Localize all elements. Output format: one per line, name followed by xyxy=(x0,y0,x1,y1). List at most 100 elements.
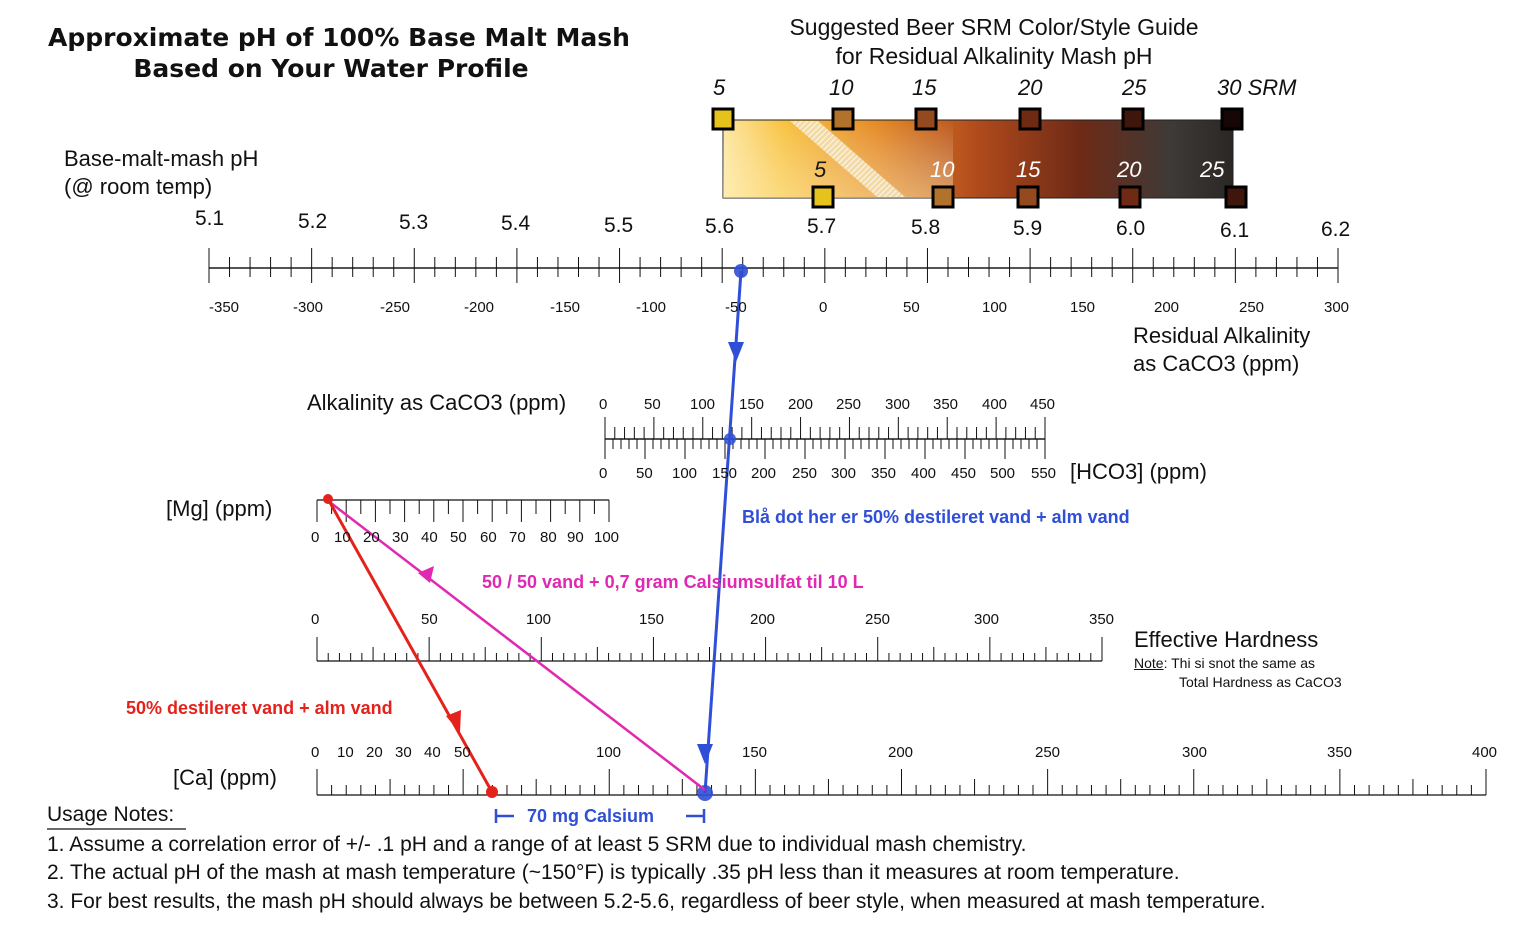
srm-top-label-30: 30 SRM xyxy=(1217,75,1297,100)
ra-label: 200 xyxy=(1154,299,1180,316)
ph-scale-caption: Base-malt-mash pH (@ room temp) xyxy=(64,145,258,201)
mg-scale-ruler xyxy=(316,499,610,522)
srm-swatch xyxy=(1121,107,1145,131)
alkalinity-caption: Alkalinity as CaCO3 (ppm) xyxy=(307,390,567,415)
ph-label: 5.1 xyxy=(195,207,225,230)
ra-caption-line-1: Residual Alkalinity xyxy=(1133,323,1311,348)
hco3-label: 500 xyxy=(990,465,1016,482)
mg-label: 90 xyxy=(567,529,584,546)
ph-label: 5.6 xyxy=(705,215,735,238)
ca-label: 200 xyxy=(888,744,914,761)
mg-label: 80 xyxy=(540,529,557,546)
hco3-label: 150 xyxy=(712,465,738,482)
ra-label: 150 xyxy=(1070,299,1096,316)
hardness-label: 150 xyxy=(639,611,665,628)
hco3-label: 0 xyxy=(599,465,608,482)
hco3-label: 350 xyxy=(871,465,897,482)
blue-dot-ca xyxy=(697,785,713,801)
mg-label: 40 xyxy=(421,529,438,546)
ca-label: 150 xyxy=(742,744,768,761)
srm-swatch xyxy=(931,185,955,209)
hardness-label: 50 xyxy=(421,611,438,628)
blue-annotation: Blå dot her er 50% destileret vand + alm… xyxy=(742,507,1130,527)
mg-label: 70 xyxy=(509,529,526,546)
srm-color-band xyxy=(722,119,1234,199)
alkalinity-label: 450 xyxy=(1030,396,1056,413)
alkalinity-label: 50 xyxy=(644,396,661,413)
ph-label: 5.2 xyxy=(298,210,328,233)
hardness-label: 0 xyxy=(311,611,320,628)
usage-notes-heading: Usage Notes: xyxy=(47,803,175,826)
ph-label: 6.2 xyxy=(1321,218,1351,241)
alkalinity-label: 0 xyxy=(599,396,608,413)
ra-label: -150 xyxy=(550,299,581,316)
alkalinity-label: 300 xyxy=(885,396,911,413)
hardness-note-line-2: Total Hardness as CaCO3 xyxy=(1179,674,1342,690)
hardness-label: 100 xyxy=(526,611,552,628)
hco3-label: 200 xyxy=(751,465,777,482)
chart-title: Approximate pH of 100% Base Malt Mash Ba… xyxy=(48,22,630,84)
calcium-difference-bracket xyxy=(494,809,706,823)
hardness-label: 200 xyxy=(750,611,776,628)
ca-label: 10 xyxy=(337,744,354,761)
ph-label: 5.7 xyxy=(807,215,837,238)
ca-label: 40 xyxy=(424,744,441,761)
ph-label: 5.9 xyxy=(1013,217,1043,240)
alkalinity-label: 100 xyxy=(690,396,716,413)
ra-label: -350 xyxy=(209,299,240,316)
ra-caption-line-2: as CaCO3 (ppm) xyxy=(1133,351,1300,376)
alkalinity-label: 150 xyxy=(739,396,765,413)
ca-label: 20 xyxy=(366,744,383,761)
note-text: : Thi si snot the same as xyxy=(1163,655,1316,671)
srm-top-swatches xyxy=(711,107,1244,131)
hardness-label: 300 xyxy=(974,611,1000,628)
calcium-difference-label: 70 mg Calsium xyxy=(527,806,655,826)
ra-label: 50 xyxy=(903,299,920,316)
mg-label: 0 xyxy=(311,529,320,546)
srm-bottom-label-20: 20 xyxy=(1117,157,1142,182)
ca-label: 30 xyxy=(395,744,412,761)
srm-guide-title-line-2: for Residual Alkalinity Mash pH xyxy=(835,43,1153,69)
hardness-label: 250 xyxy=(865,611,891,628)
srm-top-label-25: 25 xyxy=(1122,75,1147,100)
srm-bottom-label-25: 25 xyxy=(1200,157,1225,182)
usage-note-item: 2. The actual pH of the mash at mash tem… xyxy=(47,861,1180,884)
ra-label: -200 xyxy=(464,299,495,316)
srm-bottom-label-15: 15 xyxy=(1016,157,1041,182)
srm-swatch xyxy=(1224,185,1248,209)
hardness-label: 350 xyxy=(1089,611,1115,628)
alkalinity-label: 350 xyxy=(933,396,959,413)
mg-label: 50 xyxy=(450,529,467,546)
ph-caption-line-2: (@ room temp) xyxy=(64,174,213,199)
ph-label: 5.8 xyxy=(911,216,941,239)
srm-bottom-swatches xyxy=(811,185,1248,209)
ca-label: 50 xyxy=(454,744,471,761)
srm-guide-title-line-1: Suggested Beer SRM Color/Style Guide xyxy=(789,14,1199,40)
alkalinity-label: 200 xyxy=(788,396,814,413)
ph-label: 6.0 xyxy=(1116,217,1146,240)
magenta-path xyxy=(326,499,706,791)
mg-label: 100 xyxy=(594,529,620,546)
srm-swatch xyxy=(711,107,735,131)
ca-label: 350 xyxy=(1327,744,1353,761)
srm-swatch xyxy=(914,107,938,131)
blue-dot-alkalinity xyxy=(724,433,736,445)
title-line-1: Approximate pH of 100% Base Malt Mash xyxy=(48,23,630,52)
usage-note-item: 3. For best results, the mash pH should … xyxy=(47,890,1266,913)
srm-swatch xyxy=(831,107,855,131)
srm-top-label-5: 5 xyxy=(713,75,726,100)
ra-label: 0 xyxy=(819,299,828,316)
hardness-caption: Effective Hardness xyxy=(1134,627,1319,652)
mg-label: 10 xyxy=(334,529,351,546)
hco3-label: 50 xyxy=(636,465,653,482)
srm-bottom-label-5: 5 xyxy=(814,157,827,182)
alkalinity-scale-ruler xyxy=(604,417,1046,459)
hco3-label: 450 xyxy=(951,465,977,482)
red-path xyxy=(323,494,498,798)
ra-label: -300 xyxy=(293,299,324,316)
hardness-scale-ruler xyxy=(316,637,1103,662)
hco3-label: 100 xyxy=(672,465,698,482)
srm-top-label-10: 10 xyxy=(829,75,854,100)
hco3-caption: [HCO3] (ppm) xyxy=(1070,459,1207,484)
